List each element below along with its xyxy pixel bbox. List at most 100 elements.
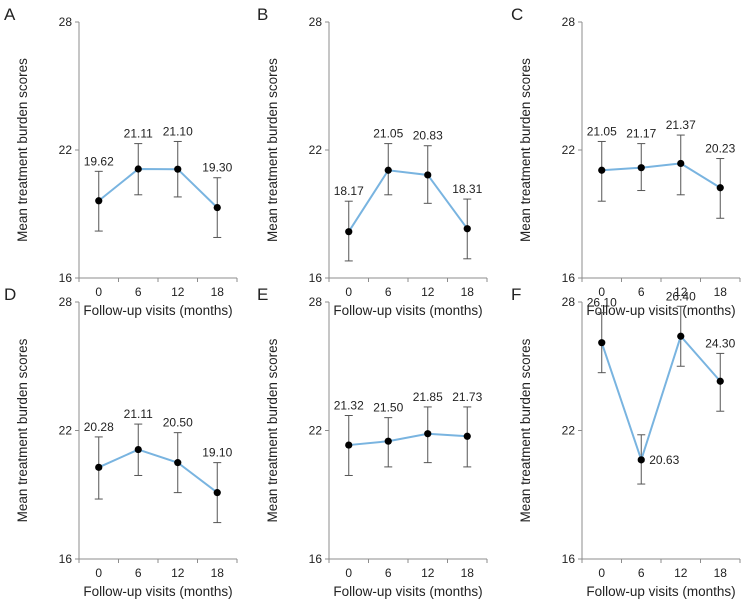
data-label: 19.62	[84, 154, 114, 168]
panel-label: B	[257, 5, 268, 24]
y-axis-title: Mean treatment burden scores	[518, 58, 533, 242]
x-tick-label: 6	[385, 566, 392, 580]
data-label: 24.30	[705, 336, 735, 350]
x-tick-label: 0	[345, 566, 352, 580]
x-tick-label: 18	[461, 566, 475, 580]
data-point	[463, 432, 471, 440]
panel-label: E	[257, 285, 268, 304]
x-tick-label: 18	[714, 566, 728, 580]
data-label: 19.10	[202, 446, 232, 460]
data-point	[345, 228, 353, 236]
y-tick-label: 28	[59, 15, 73, 29]
data-point	[677, 159, 685, 168]
data-point	[384, 166, 392, 174]
x-tick-label: 0	[598, 285, 605, 299]
x-tick-label: 12	[421, 566, 435, 580]
y-tick-label: 16	[309, 271, 323, 285]
y-tick-label: 22	[309, 143, 323, 157]
panel-f: F 16 22 28 0 6 12 18 Follow-up visits (months) Me…	[511, 285, 741, 599]
data-label: 20.23	[705, 142, 735, 156]
data-label: 21.73	[452, 390, 482, 404]
x-tick-label: 12	[171, 566, 185, 580]
x-tick-label: 18	[211, 285, 225, 299]
data-point	[95, 197, 103, 205]
y-tick-label: 28	[562, 295, 576, 309]
data-point	[213, 204, 221, 212]
x-tick-label: 0	[95, 285, 102, 299]
x-tick-label: 0	[598, 566, 605, 580]
x-axis-title: Follow-up visits (months)	[83, 584, 232, 599]
data-point	[345, 441, 353, 449]
data-point	[637, 164, 645, 172]
y-axis-title: Mean treatment burden scores	[265, 58, 280, 242]
data-label: 21.37	[666, 118, 696, 132]
x-tick-label: 18	[461, 285, 475, 299]
data-label: 18.31	[452, 182, 482, 196]
series-line	[98, 448, 218, 494]
data-label: 21.11	[124, 407, 153, 421]
x-tick-label: 6	[638, 285, 645, 299]
x-tick-label: 12	[421, 285, 435, 299]
panel-label: D	[4, 285, 16, 304]
y-tick-label: 28	[309, 295, 323, 309]
x-tick-label: 12	[674, 566, 688, 580]
data-point	[716, 184, 724, 192]
y-tick-label: 28	[59, 295, 73, 309]
data-point	[134, 165, 142, 173]
x-tick-label: 6	[385, 285, 392, 299]
y-axis-title: Mean treatment burden scores	[15, 58, 30, 242]
data-label: 21.05	[373, 127, 403, 141]
data-point	[213, 489, 221, 497]
series-line	[600, 334, 722, 464]
panel-label: F	[511, 285, 521, 304]
data-label: 20.50	[163, 416, 193, 430]
x-axis-title: Follow-up visits (months)	[586, 303, 735, 318]
data-label: 20.83	[413, 129, 443, 143]
x-tick-label: 6	[135, 285, 142, 299]
panel-d: D 16 22 28 0 6 12 18 Follow-up visits (months) Me…	[4, 285, 238, 599]
panel-label: A	[4, 5, 16, 24]
x-axis-title: Follow-up visits (months)	[83, 303, 232, 318]
y-tick-label: 22	[562, 143, 576, 157]
data-point	[677, 332, 685, 340]
x-axis-title: Follow-up visits (months)	[333, 584, 482, 599]
x-tick-label: 12	[171, 285, 185, 299]
data-label: 21.05	[587, 124, 617, 138]
data-point	[463, 225, 471, 233]
y-tick-label: 28	[562, 15, 576, 29]
y-tick-label: 16	[59, 271, 73, 285]
y-tick-label: 28	[309, 15, 323, 29]
y-tick-label: 22	[59, 424, 73, 438]
data-label: 19.30	[202, 161, 232, 175]
y-tick-label: 16	[309, 552, 323, 566]
y-axis-title: Mean treatment burden scores	[518, 338, 533, 522]
data-point	[95, 463, 103, 471]
x-tick-label: 0	[95, 566, 102, 580]
data-label: 21.11	[124, 127, 153, 141]
y-tick-label: 16	[59, 552, 73, 566]
data-label: 21.17	[626, 127, 656, 141]
panel-c: C 16 22 28 0 6 12 18 Follow-up visits (months) Me…	[511, 5, 741, 318]
y-tick-label: 22	[562, 424, 576, 438]
x-tick-label: 18	[211, 566, 225, 580]
series-line	[348, 432, 468, 447]
data-point	[174, 165, 182, 173]
data-point	[174, 459, 182, 467]
y-tick-label: 16	[562, 552, 576, 566]
data-point	[598, 166, 606, 174]
x-tick-label: 18	[714, 285, 728, 299]
data-label: 26.40	[666, 289, 696, 303]
data-label: 26.10	[587, 296, 617, 310]
data-label: 18.17	[334, 184, 364, 198]
panel-b: B 16 22 28 0 6 12 18 Follow-up visits (months) Me…	[257, 5, 488, 318]
y-tick-label: 16	[562, 271, 576, 285]
data-point	[637, 456, 645, 464]
y-tick-label: 22	[309, 424, 323, 438]
data-point	[134, 445, 142, 454]
y-tick-label: 22	[59, 143, 73, 157]
data-point	[424, 171, 432, 179]
x-axis-title: Follow-up visits (months)	[586, 584, 735, 599]
y-axis-title: Mean treatment burden scores	[15, 338, 30, 522]
panel-e: E 16 22 28 0 6 12 18 Follow-up visits (months) Me…	[257, 285, 488, 599]
